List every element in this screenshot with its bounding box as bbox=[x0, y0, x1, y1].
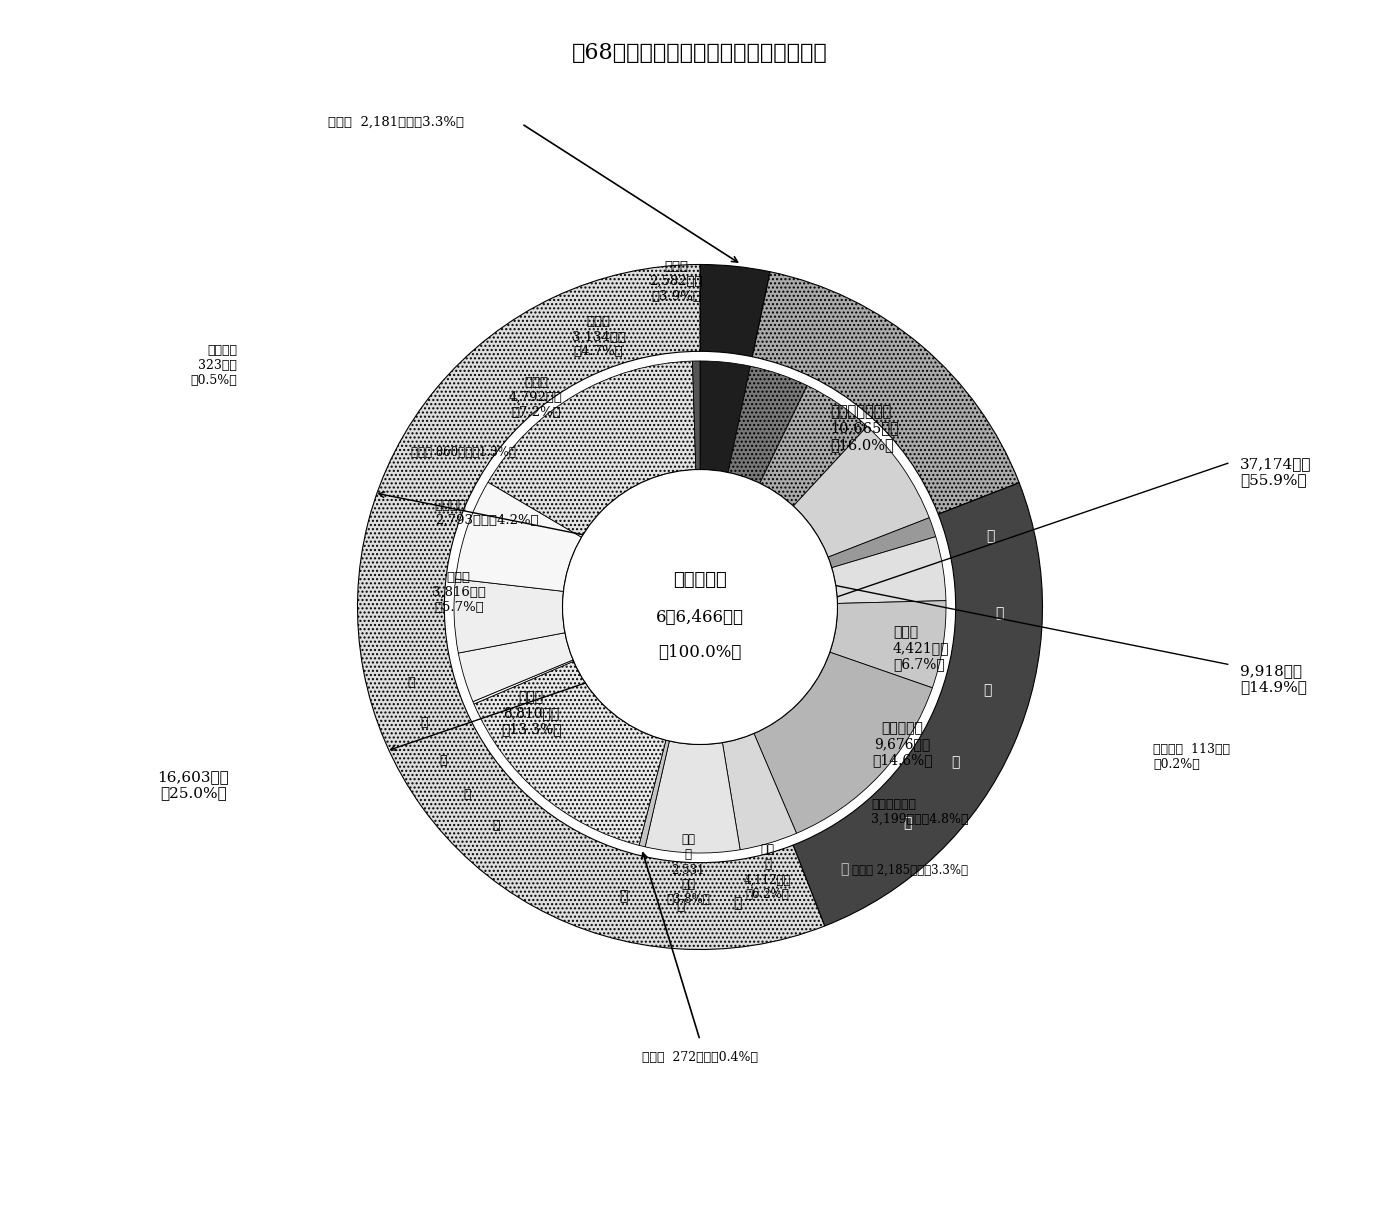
Text: その他  2,181億円（3.3%）: その他 2,181億円（3.3%） bbox=[328, 115, 463, 129]
Text: 教育費
4,792億円
（7.2%）: 教育費 4,792億円 （7.2%） bbox=[510, 375, 563, 419]
Text: 林業費
3,816億円
（5.7%）: 林業費 3,816億円 （5.7%） bbox=[431, 571, 486, 614]
Text: 街路費
4,421億円
（6.7%）: 街路費 4,421億円 （6.7%） bbox=[893, 625, 949, 671]
Text: 9,918億円
（14.9%）: 9,918億円 （14.9%） bbox=[1240, 664, 1308, 694]
Wedge shape bbox=[760, 386, 867, 506]
Wedge shape bbox=[700, 361, 750, 472]
Text: 費: 費 bbox=[407, 676, 414, 690]
Text: 水: 水 bbox=[983, 683, 991, 697]
Text: 37,174億円
（55.9%）: 37,174億円 （55.9%） bbox=[1240, 456, 1312, 487]
Wedge shape bbox=[829, 517, 935, 568]
Text: 公園費 2,185億円（3.3%）: 公園費 2,185億円（3.3%） bbox=[853, 863, 967, 877]
Text: 農: 農 bbox=[986, 529, 994, 543]
Text: 都: 都 bbox=[491, 819, 500, 832]
Text: 道路橋りょう費
10,665億円
（16.0%）: 道路橋りょう費 10,665億円 （16.0%） bbox=[830, 405, 899, 452]
Wedge shape bbox=[475, 662, 666, 845]
Wedge shape bbox=[728, 367, 806, 483]
Wedge shape bbox=[454, 579, 566, 653]
Text: 農地費
8,810億円
（13.3%）: 農地費 8,810億円 （13.3%） bbox=[501, 690, 561, 737]
Text: 河川海岸費
9,676億円
（14.6%）: 河川海岸費 9,676億円 （14.6%） bbox=[872, 721, 932, 767]
Text: 画: 画 bbox=[420, 716, 428, 730]
Text: 木: 木 bbox=[676, 898, 685, 913]
Wedge shape bbox=[473, 660, 574, 704]
Circle shape bbox=[563, 470, 837, 744]
Text: 区画整理費等
3,199億円（4.8%）: 区画整理費等 3,199億円（4.8%） bbox=[871, 798, 969, 826]
Wedge shape bbox=[830, 601, 946, 688]
Wedge shape bbox=[792, 483, 1043, 926]
Wedge shape bbox=[693, 361, 700, 470]
Text: 産: 産 bbox=[952, 755, 960, 768]
Text: 市: 市 bbox=[463, 788, 470, 801]
Wedge shape bbox=[489, 361, 696, 538]
Text: 費: 費 bbox=[619, 889, 627, 903]
Text: 16,603億円
（25.0%）: 16,603億円 （25.0%） bbox=[158, 771, 230, 800]
Text: 土: 土 bbox=[734, 897, 742, 910]
Wedge shape bbox=[645, 741, 741, 853]
Text: その他  272億円（0.4%）: その他 272億円（0.4%） bbox=[643, 1051, 757, 1063]
Text: 補助事業費: 補助事業費 bbox=[673, 572, 727, 590]
Wedge shape bbox=[455, 482, 581, 591]
Text: 第68図　補助事業費の目的別内訳の状況: 第68図 補助事業費の目的別内訳の状況 bbox=[573, 42, 827, 64]
Text: 計: 計 bbox=[440, 754, 447, 767]
Text: 畜産業費
323億円
（0.5%）: 畜産業費 323億円 （0.5%） bbox=[190, 345, 237, 387]
Text: 農業費 860億円（1.3%）: 農業費 860億円（1.3%） bbox=[410, 446, 515, 459]
Text: 6兆6,466億円: 6兆6,466億円 bbox=[657, 609, 743, 626]
Text: 水産業費
2,793億円（4.2%）: 水産業費 2,793億円（4.2%） bbox=[434, 499, 539, 527]
Wedge shape bbox=[357, 265, 825, 949]
Text: 林: 林 bbox=[995, 606, 1004, 620]
Wedge shape bbox=[755, 652, 932, 833]
Text: （100.0%）: （100.0%） bbox=[658, 645, 742, 662]
Wedge shape bbox=[638, 741, 669, 847]
Text: 下水道費  113億円
（0.2%）: 下水道費 113億円 （0.2%） bbox=[1154, 743, 1231, 771]
Wedge shape bbox=[722, 733, 797, 850]
Text: 業: 業 bbox=[903, 816, 911, 829]
Wedge shape bbox=[458, 632, 573, 702]
Wedge shape bbox=[794, 426, 930, 557]
Wedge shape bbox=[752, 272, 1019, 515]
Text: 住宅
費
4,112億円
（6.2%）: 住宅 費 4,112億円 （6.2%） bbox=[743, 844, 791, 901]
Text: 衛生費
3,134億円
（4.7%）: 衛生費 3,134億円 （4.7%） bbox=[571, 316, 626, 358]
Wedge shape bbox=[700, 265, 770, 357]
Wedge shape bbox=[832, 537, 946, 603]
Text: 港湾
費
2,531
億円
（3.8%）: 港湾 費 2,531 億円 （3.8%） bbox=[666, 833, 710, 907]
Text: 民生費
2,582億円
（3.9%）: 民生費 2,582億円 （3.9%） bbox=[650, 260, 703, 302]
Text: 費: 費 bbox=[840, 862, 848, 877]
